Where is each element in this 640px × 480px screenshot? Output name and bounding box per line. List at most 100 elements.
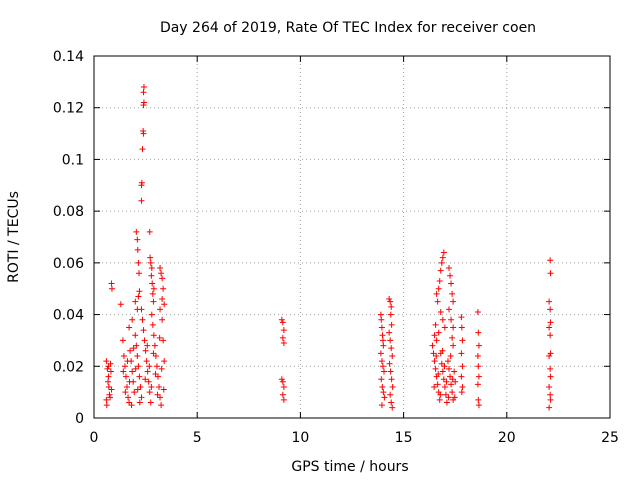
- data-point: [147, 254, 154, 261]
- data-point: [142, 376, 149, 383]
- data-point: [144, 368, 151, 375]
- x-tick-label: 5: [193, 430, 202, 446]
- x-tick-label: 20: [498, 430, 516, 446]
- data-point: [437, 267, 444, 274]
- data-point: [126, 324, 133, 331]
- data-point: [127, 347, 134, 354]
- data-point: [138, 306, 145, 313]
- data-point: [134, 246, 141, 253]
- data-point: [105, 378, 112, 385]
- data-point: [475, 402, 482, 409]
- data-point: [451, 368, 458, 375]
- data-point: [440, 376, 447, 383]
- data-point: [458, 314, 465, 321]
- data-point: [141, 337, 148, 344]
- data-point: [148, 272, 155, 279]
- data-point: [146, 389, 153, 396]
- data-point: [449, 376, 456, 383]
- data-point: [459, 383, 466, 390]
- data-point: [475, 363, 482, 370]
- data-point: [388, 399, 395, 406]
- data-point: [448, 316, 455, 323]
- data-point: [546, 352, 553, 359]
- data-point: [279, 334, 286, 341]
- data-point: [104, 365, 111, 372]
- data-point: [160, 337, 167, 344]
- data-point: [547, 270, 554, 277]
- data-point: [132, 332, 139, 339]
- plot-frame: [93, 55, 611, 419]
- data-point: [378, 358, 385, 365]
- data-point: [444, 358, 451, 365]
- data-point: [135, 270, 142, 277]
- data-point: [547, 365, 554, 372]
- data-point: [451, 394, 458, 401]
- data-point: [387, 298, 394, 305]
- data-point: [388, 345, 395, 352]
- data-point: [441, 363, 448, 370]
- data-point: [546, 404, 553, 411]
- data-point: [138, 197, 145, 204]
- data-point: [148, 311, 155, 318]
- data-point: [447, 373, 454, 380]
- data-point: [433, 290, 440, 297]
- data-point: [435, 329, 442, 336]
- data-point: [475, 396, 482, 403]
- data-point: [145, 378, 152, 385]
- data-point: [439, 368, 446, 375]
- data-point: [443, 378, 450, 385]
- data-point: [437, 391, 444, 398]
- data-point: [431, 332, 438, 339]
- data-point: [140, 84, 147, 91]
- data-point: [108, 285, 115, 292]
- data-point: [136, 373, 143, 380]
- data-point: [160, 386, 167, 393]
- data-point: [378, 316, 385, 323]
- data-point: [475, 329, 482, 336]
- data-point: [377, 350, 384, 357]
- data-point: [120, 352, 127, 359]
- data-point: [140, 89, 147, 96]
- data-point: [439, 254, 446, 261]
- y-axis-label: ROTI / TECUs: [6, 191, 22, 283]
- data-point: [443, 399, 450, 406]
- data-point: [379, 332, 386, 339]
- data-point: [146, 228, 153, 235]
- data-point: [149, 290, 156, 297]
- data-point: [380, 389, 387, 396]
- data-point: [130, 345, 137, 352]
- data-point: [431, 358, 438, 365]
- data-point: [380, 368, 387, 375]
- data-point: [129, 368, 136, 375]
- data-point: [107, 368, 114, 375]
- data-point: [280, 340, 287, 347]
- data-point: [442, 391, 449, 398]
- data-point: [439, 347, 446, 354]
- data-point: [433, 337, 440, 344]
- data-point: [459, 363, 466, 370]
- data-point: [441, 383, 448, 390]
- data-point: [279, 378, 286, 385]
- data-point: [140, 127, 147, 134]
- y-tick-label: 0.04: [53, 308, 84, 324]
- data-point: [378, 324, 385, 331]
- data-point: [121, 363, 128, 370]
- data-point: [546, 324, 553, 331]
- data-point: [133, 342, 140, 349]
- data-point: [159, 296, 166, 303]
- data-point: [441, 324, 448, 331]
- data-point: [435, 285, 442, 292]
- data-point: [124, 358, 131, 365]
- data-point: [458, 350, 465, 357]
- data-point: [389, 352, 396, 359]
- data-point: [439, 316, 446, 323]
- data-point: [149, 280, 156, 287]
- data-point: [134, 352, 141, 359]
- data-points: [103, 84, 554, 411]
- data-point: [159, 275, 166, 282]
- data-point: [151, 342, 158, 349]
- data-point: [450, 342, 457, 349]
- data-point: [128, 402, 135, 409]
- data-point: [140, 327, 147, 334]
- data-point: [156, 334, 163, 341]
